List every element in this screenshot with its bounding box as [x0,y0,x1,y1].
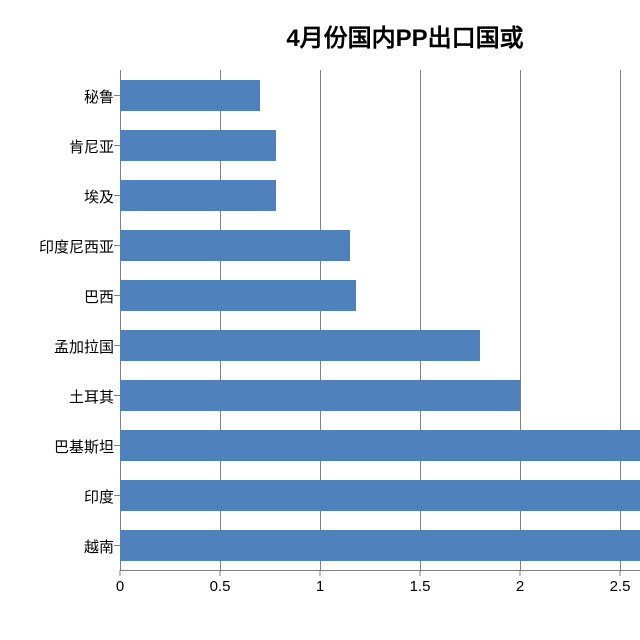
bar [120,480,640,511]
x-tick-label: 2 [516,578,524,595]
x-axis [120,570,640,571]
x-tick-label: 0 [116,578,124,595]
pp-export-chart: 4月份国内PP出口国或 00.511.522.5秘鲁肯尼亚埃及印度尼西亚巴西孟加… [0,0,640,640]
category-label: 巴西 [84,286,120,307]
chart-title: 4月份国内PP出口国或 [0,18,640,53]
category-label: 印度 [84,486,120,507]
bar [120,230,350,261]
bar [120,280,356,311]
category-label: 孟加拉国 [54,336,120,357]
bar [120,430,640,461]
x-tick-label: 1 [316,578,324,595]
x-tick: 0 [120,570,121,576]
category-label: 巴基斯坦 [54,436,120,457]
category-label: 土耳其 [69,386,120,407]
x-tick-label: 1.5 [410,578,431,595]
bar [120,330,480,361]
bar [120,130,276,161]
x-tick: 2.5 [620,570,621,576]
bar [120,530,640,561]
x-tick-mark [620,570,621,576]
x-tick: 2 [520,570,521,576]
category-label: 秘鲁 [84,86,120,107]
bar [120,80,260,111]
x-tick-mark [420,570,421,576]
category-label: 越南 [84,536,120,557]
bar [120,180,276,211]
x-tick-label: 2.5 [610,578,631,595]
bar [120,380,520,411]
x-tick-mark [120,570,121,576]
x-tick-mark [320,570,321,576]
plot-area: 00.511.522.5秘鲁肯尼亚埃及印度尼西亚巴西孟加拉国土耳其巴基斯坦印度越… [120,70,640,570]
category-label: 埃及 [84,186,120,207]
x-tick-mark [520,570,521,576]
x-tick: 1 [320,570,321,576]
x-tick: 1.5 [420,570,421,576]
category-label: 印度尼西亚 [39,236,120,257]
x-tick-label: 0.5 [210,578,231,595]
x-tick-mark [220,570,221,576]
x-tick: 0.5 [220,570,221,576]
category-label: 肯尼亚 [69,136,120,157]
